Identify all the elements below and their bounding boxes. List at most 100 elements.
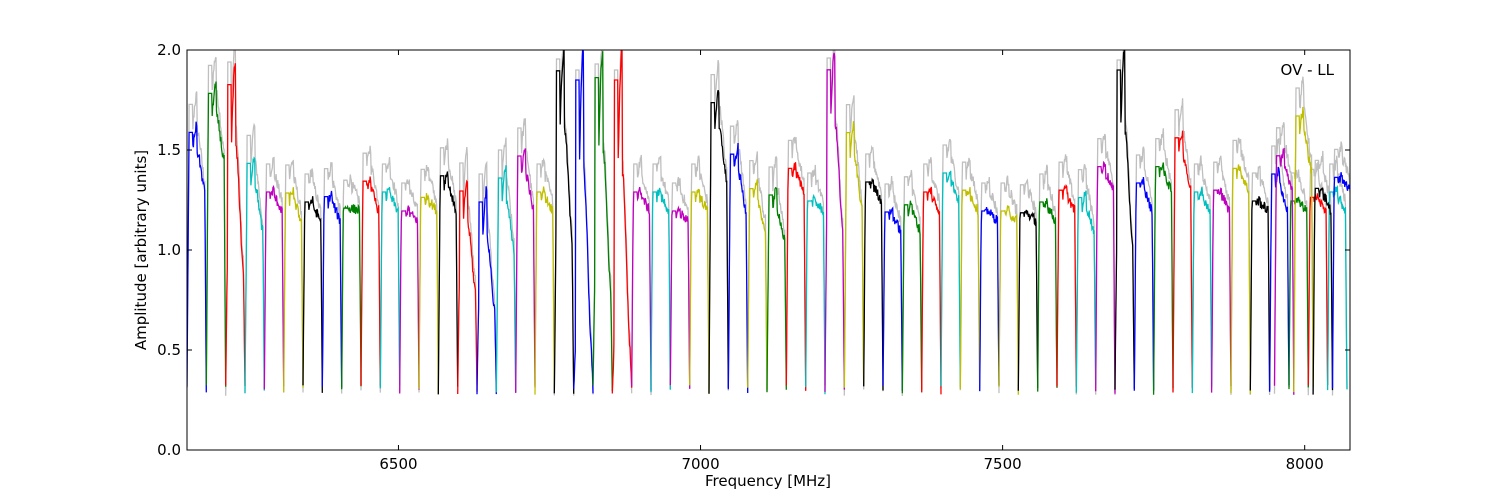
y-tick-label: 1.0 [157, 241, 181, 259]
channel-series-line-38 [921, 186, 942, 395]
channel-series-line-12 [418, 193, 439, 395]
channel-series-line-47 [1095, 160, 1116, 394]
background-series-line-29 [747, 151, 768, 393]
channel-series-line-62 [1312, 187, 1334, 395]
channel-series-line-18 [534, 186, 555, 395]
background-series-line-47 [1095, 133, 1116, 395]
channel-series-line-8 [341, 203, 362, 390]
background-series-line-26 [689, 155, 710, 390]
series-layer [187, 50, 1350, 397]
channel-series-line-13 [437, 171, 459, 395]
background-series-line-49 [1133, 146, 1155, 387]
background-series-line-0 [187, 91, 207, 389]
background-series-line-31 [785, 136, 807, 390]
ticks-layer: 6500 7000 7500 8000 0.0 0.5 1.0 1.5 2.0 [157, 41, 1350, 473]
background-series-line-23 [631, 154, 652, 390]
background-series-line-55 [1249, 165, 1271, 396]
channel-series-line-26 [689, 188, 710, 394]
background-series-line-51 [1172, 98, 1193, 390]
channel-series-line-30 [766, 186, 787, 393]
channel-series-line-43 [1017, 209, 1039, 391]
x-tick-label: 8000 [1286, 455, 1324, 473]
channel-series-line-48 [1114, 50, 1135, 390]
background-series-line-5 [283, 159, 304, 390]
channel-series-line-33 [824, 52, 845, 392]
background-series-line-9 [360, 145, 381, 393]
channel-series-line-22 [611, 50, 633, 394]
channel-series-line-31 [785, 162, 807, 391]
background-series-line-43 [1017, 178, 1039, 385]
channel-series-line-42 [998, 205, 1019, 395]
channel-series-line-3 [244, 156, 265, 394]
channel-series-line-51 [1172, 130, 1193, 393]
background-series-line-57 [1288, 169, 1309, 392]
channel-series-line-37 [901, 200, 923, 394]
channel-series-line-27 [708, 90, 729, 394]
channel-series-line-23 [631, 186, 652, 391]
channel-series-line-40 [959, 187, 981, 390]
background-series-line-6 [302, 168, 323, 393]
x-axis-title: Frequency [MHz] [705, 472, 831, 490]
x-tick-label: 7500 [984, 455, 1022, 473]
background-series-line-35 [863, 144, 884, 390]
channel-series-line-15 [476, 186, 497, 395]
channel-series-line-35 [863, 177, 884, 391]
channel-series-line-19 [553, 50, 575, 394]
background-series-line-1 [205, 56, 227, 391]
channel-series-line-52 [1191, 186, 1213, 394]
channel-series-line-5 [283, 187, 304, 393]
background-series-line-39 [940, 138, 961, 389]
channel-series-line-29 [747, 179, 768, 391]
background-series-line-13 [437, 138, 459, 387]
channel-series-line-0 [187, 121, 207, 393]
background-series-line-42 [998, 175, 1019, 388]
background-series-line-60 [1273, 122, 1295, 394]
background-series-line-37 [901, 169, 923, 397]
background-series-line-7 [321, 162, 343, 394]
background-series-line-32 [805, 164, 826, 390]
series-annotation: OV - LL [1281, 61, 1335, 79]
background-series-line-50 [1152, 128, 1174, 392]
channel-series-line-45 [1056, 184, 1077, 387]
background-series-line-54 [1230, 137, 1251, 390]
background-series-line-17 [515, 118, 536, 387]
channel-series-line-9 [360, 176, 381, 387]
background-series-line-44 [1037, 164, 1058, 391]
y-tick-label: 2.0 [157, 41, 181, 59]
channel-series-line-16 [495, 165, 517, 393]
channel-series-line-1 [205, 81, 227, 387]
channel-series-line-6 [302, 196, 323, 393]
channel-series-line-36 [882, 206, 903, 392]
background-series-line-52 [1191, 155, 1213, 387]
background-series-line-4 [263, 156, 285, 393]
channel-series-line-20 [573, 50, 594, 394]
background-series-line-30 [766, 155, 787, 391]
background-series-line-14 [457, 147, 478, 386]
background-series-line-25 [669, 176, 691, 390]
channel-series-line-24 [650, 187, 671, 393]
y-tick-label: 0.0 [157, 441, 181, 459]
background-series-line-8 [341, 174, 362, 389]
channel-series-line-39 [940, 170, 961, 388]
background-series-line-46 [1075, 163, 1097, 392]
background-series-line-24 [650, 155, 671, 396]
background-series-line-40 [959, 157, 981, 392]
channel-series-line-7 [321, 190, 343, 388]
background-series-line-10 [379, 157, 401, 392]
background-series-line-15 [476, 160, 497, 391]
background-series-line-27 [708, 59, 729, 394]
channel-series-line-41 [979, 206, 1000, 392]
y-tick-label: 0.5 [157, 341, 181, 359]
channel-series-line-49 [1133, 176, 1155, 391]
channel-series-line-28 [727, 142, 749, 394]
channel-series-line-55 [1249, 196, 1271, 391]
channel-series-line-4 [263, 184, 285, 390]
channel-series-line-60 [1273, 147, 1295, 395]
background-series-line-59 [1326, 155, 1348, 390]
background-series-line-11 [399, 179, 420, 388]
channel-series-line-34 [843, 121, 865, 388]
channel-series-line-10 [379, 186, 401, 389]
background-series-line-36 [882, 175, 903, 392]
channel-series-line-11 [399, 205, 420, 394]
